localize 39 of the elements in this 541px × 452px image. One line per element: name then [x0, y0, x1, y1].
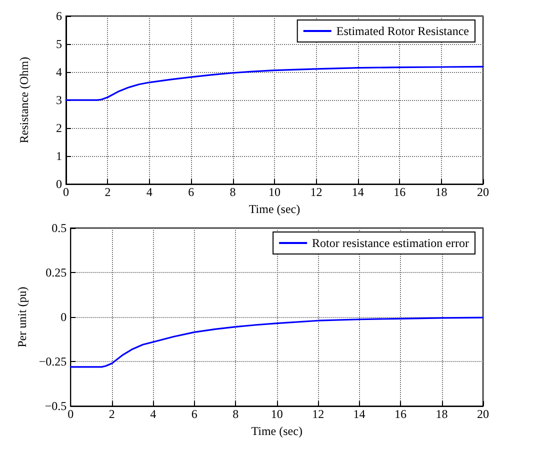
legend-label: Rotor resistance estimation error — [312, 236, 470, 250]
y-tick-label: −0.5 — [44, 399, 67, 414]
x-tick-label: 2 — [104, 185, 111, 200]
x-tick-label: 6 — [188, 185, 194, 200]
x-tick-label: 12 — [312, 407, 324, 422]
y-axis-title: Resistance (Ohm) — [17, 56, 31, 144]
x-tick-label: 2 — [108, 407, 115, 422]
x-tick-label: 4 — [150, 407, 156, 422]
x-tick-label: 16 — [394, 185, 406, 200]
x-tick-label: 4 — [146, 185, 152, 200]
y-tick-label: 1 — [56, 149, 62, 164]
x-axis-title: Time (sec) — [251, 424, 302, 438]
x-tick-label: 14 — [353, 407, 366, 422]
line-series — [70, 316, 484, 368]
legend-label: Estimated Rotor Resistance — [336, 24, 469, 38]
x-tick-label: 8 — [230, 185, 236, 200]
x-tick-label: 18 — [435, 185, 448, 200]
x-tick-label: 10 — [268, 185, 280, 200]
y-tick-label: 0.5 — [52, 221, 67, 235]
y-tick-label: −0.25 — [38, 354, 67, 369]
x-tick-label: 20 — [477, 185, 489, 200]
line-series — [65, 66, 484, 101]
x-axis-title: Time (sec) — [248, 202, 300, 216]
x-tick-label: 20 — [477, 407, 489, 422]
x-tick-label: 12 — [310, 185, 322, 200]
x-tick-label: 8 — [232, 407, 239, 422]
x-tick-label: 6 — [191, 407, 198, 422]
y-tick-label: 0.25 — [46, 266, 67, 280]
y-axis-title: Per unit (pu) — [15, 286, 29, 348]
y-tick-label: 5 — [56, 37, 62, 52]
y-tick-label: 6 — [56, 9, 62, 23]
x-tick-label: 10 — [270, 407, 283, 422]
x-tick-label: 16 — [394, 407, 407, 422]
y-tick-label: 3 — [56, 93, 62, 108]
y-tick-label: 0 — [60, 310, 67, 324]
y-tick-label: 2 — [56, 121, 62, 136]
x-tick-label: 14 — [352, 185, 364, 200]
y-tick-label: 4 — [56, 65, 62, 80]
x-tick-label: 18 — [436, 407, 448, 422]
